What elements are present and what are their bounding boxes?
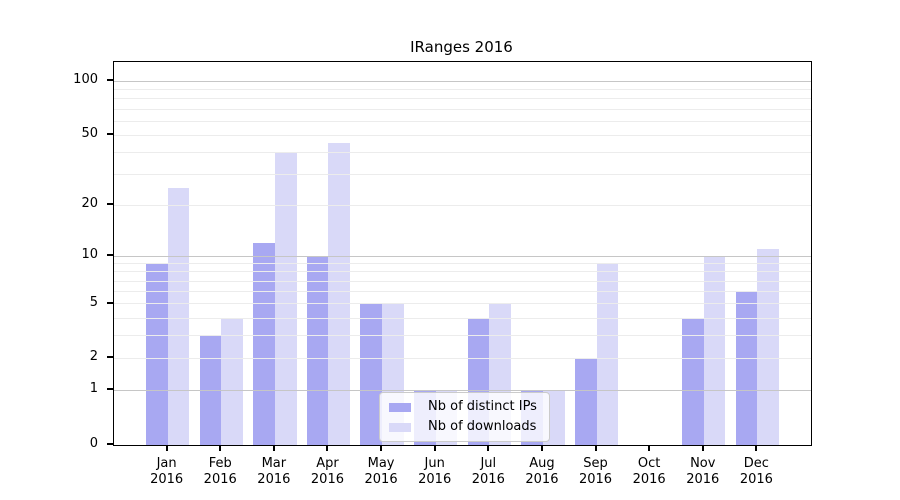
gridline-minor [114, 151, 811, 153]
bar-downloads [274, 152, 297, 445]
x-tick-mark [165, 446, 168, 451]
x-tick-mark [755, 446, 758, 451]
y-tick-label: 2 [89, 349, 98, 365]
y-tick-mark [107, 443, 113, 445]
legend: Nb of distinct IPs Nb of downloads [379, 392, 550, 442]
gridline-minor [114, 98, 811, 100]
legend-label: Nb of downloads [428, 419, 537, 434]
x-tick-label: Dec 2016 [739, 456, 773, 487]
y-tick-label: 5 [89, 294, 98, 310]
x-tick-label: Oct 2016 [632, 456, 666, 487]
bar-ips [253, 242, 275, 445]
y-tick-mark [107, 388, 113, 391]
gridline-minor [114, 303, 811, 305]
x-tick-label: May 2016 [364, 456, 398, 487]
bar-downloads [167, 188, 190, 445]
bar-downloads [221, 318, 243, 445]
plot-area [113, 61, 812, 446]
y-tick-mark [107, 301, 113, 304]
x-tick-label: Nov 2016 [686, 456, 720, 487]
grid-layer [114, 62, 811, 445]
gridline-minor [114, 291, 811, 293]
bar-ips [735, 291, 758, 445]
x-tick-mark [701, 446, 704, 451]
y-tick-mark [107, 203, 113, 206]
y-tick-label: 10 [81, 247, 98, 263]
x-tick-label: Jun 2016 [418, 456, 452, 487]
y-tick-label: 100 [73, 72, 98, 88]
y-axis: 100 50 20 10 5 2 1 0 [0, 61, 113, 451]
gridline-minor [114, 173, 811, 175]
bar-downloads [703, 256, 726, 445]
bar-downloads [596, 263, 619, 445]
y-tick-label: 1 [89, 381, 98, 397]
bar-downloads [328, 143, 351, 445]
bar-ips [145, 263, 168, 445]
x-tick-mark [219, 446, 222, 451]
gridline-minor [114, 134, 811, 136]
x-tick-label: Aug 2016 [525, 456, 559, 487]
chart-title: IRanges 2016 [410, 38, 513, 56]
gridline-minor [114, 263, 811, 265]
x-tick-mark [380, 446, 383, 451]
gridline-minor [114, 280, 811, 282]
x-tick-mark [648, 446, 651, 451]
x-tick-mark [433, 446, 436, 451]
x-tick-label: Mar 2016 [257, 456, 291, 487]
legend-item: Nb of downloads [389, 419, 537, 435]
x-tick-mark [326, 446, 329, 451]
gridline-minor [114, 317, 811, 319]
gridline-minor [114, 120, 811, 122]
x-tick-label: Jul 2016 [471, 456, 505, 487]
bar-ips [574, 358, 597, 445]
gridline-minor [114, 108, 811, 110]
x-tick-mark [272, 446, 275, 451]
bar-downloads [757, 249, 780, 445]
legend-item: Nb of distinct IPs [389, 399, 537, 415]
x-axis: Jan 2016 Feb 2016 Mar 2016 Apr 2016 May 2016 Jun 20… [113, 446, 810, 498]
gridline-minor [114, 204, 811, 206]
bar-ips [360, 303, 383, 445]
x-tick-mark [540, 446, 543, 451]
gridline-major [114, 255, 811, 257]
x-tick-label: Jan 2016 [150, 456, 184, 487]
y-tick-label: 20 [81, 196, 98, 212]
x-tick-label: Apr 2016 [310, 456, 344, 487]
x-tick-mark [594, 446, 597, 451]
gridline-major [114, 80, 811, 82]
legend-swatch-downloads [389, 422, 411, 432]
x-tick-label: Feb 2016 [203, 456, 237, 487]
y-tick-mark [107, 254, 113, 257]
x-tick-label: Sep 2016 [578, 456, 613, 487]
legend-label: Nb of distinct IPs [428, 399, 537, 414]
legend-swatch-ips [389, 402, 411, 412]
gridline-major [114, 389, 811, 391]
y-tick-mark [107, 133, 113, 136]
gridline-minor [114, 335, 811, 337]
bar-ips [682, 318, 704, 445]
y-tick-mark [107, 79, 113, 82]
gridline-minor [114, 357, 811, 359]
bar-ips [306, 256, 329, 445]
x-tick-mark [487, 446, 490, 451]
y-tick-label: 0 [89, 436, 98, 451]
y-tick-label: 50 [81, 126, 98, 142]
gridline-minor [114, 89, 811, 90]
gridline-minor [114, 271, 811, 273]
y-tick-mark [107, 356, 113, 359]
